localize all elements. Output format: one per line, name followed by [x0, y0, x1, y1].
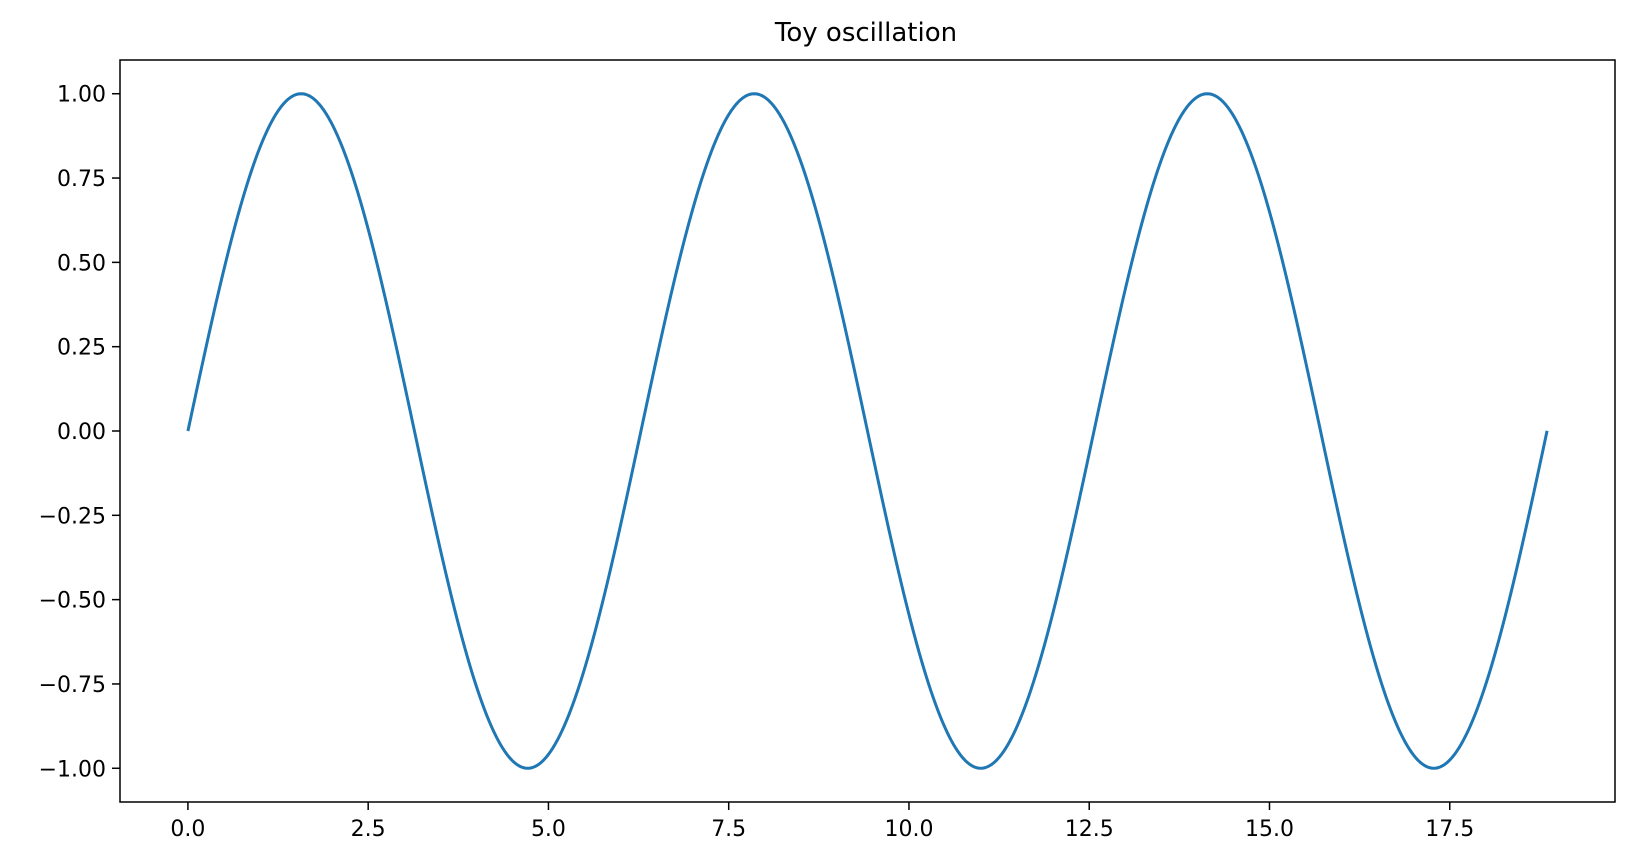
y-tick-label: −0.75 — [39, 673, 106, 698]
x-tick-label: 5.0 — [531, 817, 566, 842]
x-tick-label: 7.5 — [711, 817, 746, 842]
x-tick-label: 10.0 — [884, 817, 933, 842]
y-tick-label: −0.50 — [39, 589, 106, 614]
y-tick-label: −1.00 — [39, 757, 106, 782]
y-tick-label: 0.00 — [57, 420, 106, 445]
y-axis: 1.00 0.75 0.50 0.25 0.00 −0.25 −0.50 −0.75 −1.00 — [39, 83, 120, 782]
x-axis: 0.0 2.5 5.0 7.5 10.0 12.5 15.0 17.5 — [170, 802, 1474, 842]
axes-frame — [119, 59, 1616, 803]
x-tick-label: 17.5 — [1425, 817, 1474, 842]
x-tick-label: 0.0 — [170, 817, 205, 842]
y-tick-label: 0.50 — [57, 251, 106, 276]
plot-area — [186, 92, 1549, 770]
x-tick-label: 15.0 — [1245, 817, 1294, 842]
y-tick-label: 0.25 — [57, 336, 106, 361]
chart-title: Toy oscillation — [774, 18, 957, 48]
x-tick-label: 2.5 — [351, 817, 386, 842]
series-line — [186, 92, 1549, 770]
y-tick-label: 1.00 — [57, 83, 106, 108]
y-tick-label: −0.25 — [39, 504, 106, 529]
x-tick-label: 12.5 — [1065, 817, 1114, 842]
y-tick-label: 0.75 — [57, 167, 106, 192]
